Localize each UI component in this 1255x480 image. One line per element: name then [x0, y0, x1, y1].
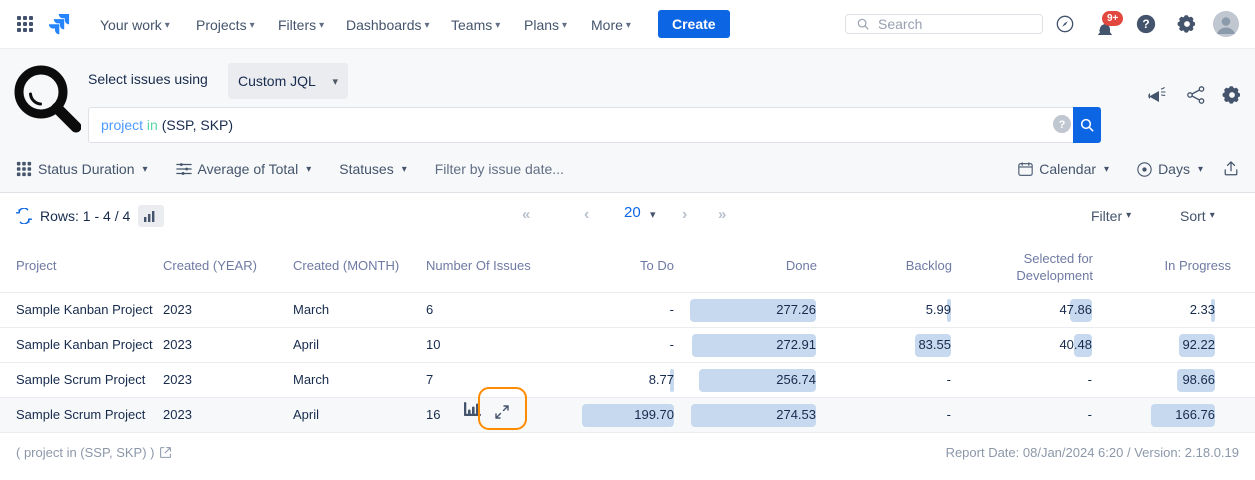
svg-text:?: ?	[1059, 119, 1066, 131]
